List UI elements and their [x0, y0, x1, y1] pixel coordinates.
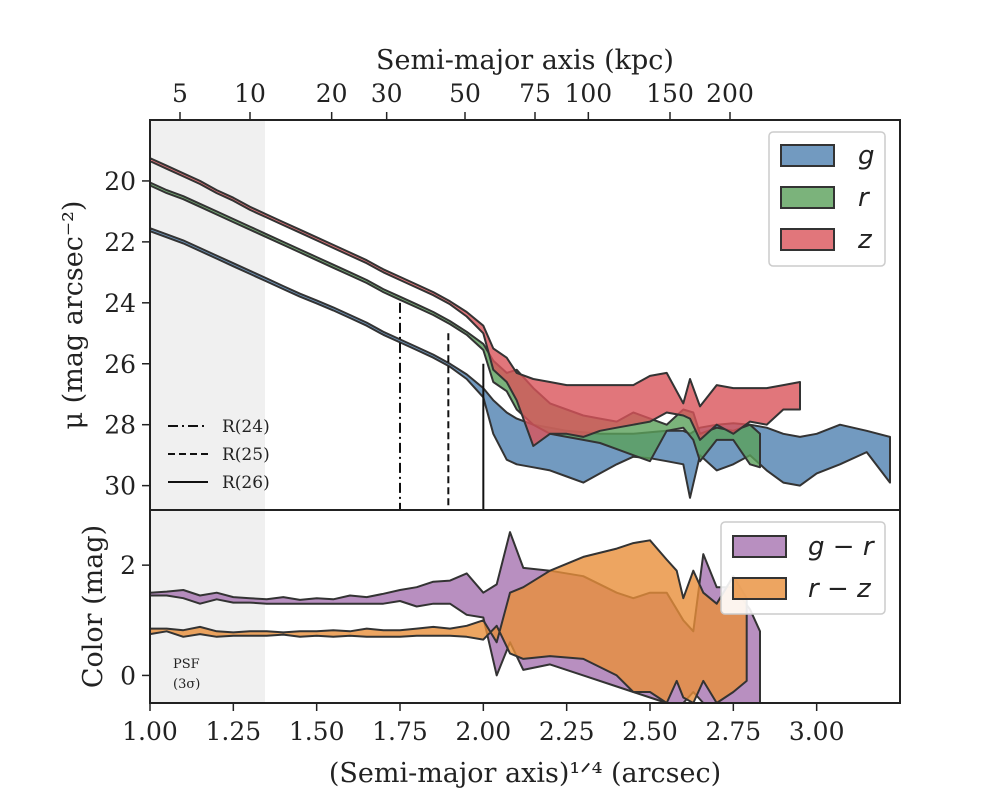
band-area-r — [149, 181, 761, 469]
bottom-y-ticks: 02 — [120, 551, 150, 690]
color-legend: g − r r − z — [720, 521, 886, 615]
y-tick-label: 2 — [120, 551, 136, 580]
legend-swatch — [780, 228, 835, 251]
radius-legend-label: R(25) — [222, 445, 270, 465]
x-tick-label: 2.00 — [455, 717, 511, 746]
y-tick-label: 26 — [104, 350, 136, 379]
x-tick-label: 3.00 — [789, 717, 845, 746]
kpc-tick-label: 75 — [519, 79, 551, 108]
kpc-tick-label: 50 — [449, 79, 481, 108]
radius-legend: R(24) R(25) R(26) — [168, 417, 270, 493]
psf-region-bottom — [150, 510, 265, 703]
legend-label: z — [857, 225, 873, 255]
kpc-tick-label: 150 — [646, 79, 694, 108]
legend-label: g − r — [808, 532, 876, 562]
top-y-ticks: 20 22 24 26 28 30 — [104, 167, 150, 501]
kpc-tick-label: 20 — [316, 79, 348, 108]
x-tick-label: 2.75 — [705, 717, 761, 746]
radius-legend-label: R(26) — [222, 473, 270, 493]
x-tick-label: 1.75 — [372, 717, 428, 746]
radius-legend-label: R(24) — [222, 417, 270, 437]
x-tick-label: 1.25 — [205, 717, 261, 746]
radius-markers — [399, 302, 485, 510]
surface-brightness-panel: 20 22 24 26 28 30 5 10 20 30 50 75 100 150 200 Semi-m… — [58, 45, 901, 511]
surface-brightness-areas — [149, 157, 891, 499]
legend-swatch — [732, 577, 787, 600]
band-area-z — [149, 157, 801, 447]
color-area-r-z — [149, 539, 748, 704]
surface-brightness-ylabel: μ (mag arcsec⁻²) — [58, 201, 89, 430]
legend-label: g — [858, 141, 875, 171]
y-tick-label: 22 — [104, 228, 136, 257]
psf-label: PSF — [173, 657, 200, 672]
legend-swatch — [732, 535, 787, 558]
legend-swatch — [780, 144, 835, 167]
bottom-panel-frame — [149, 509, 901, 704]
y-tick-label: 24 — [104, 289, 136, 318]
kpc-tick-label: 100 — [564, 79, 612, 108]
legend-swatch — [780, 186, 835, 209]
color-panel: 02 1.00 1.25 1.50 1.75 2.00 2.25 2.50 2.75 3.00 … — [78, 509, 901, 789]
legend-label: r — [858, 183, 871, 213]
psf-sigma-label: (3σ) — [173, 677, 200, 692]
x-axis-label: (Semi-major axis)¹ᐟ⁴ (arcsec) — [329, 758, 721, 789]
kpc-tick-label: 10 — [234, 79, 266, 108]
x-tick-label: 2.25 — [539, 717, 595, 746]
top-kpc-axis: 5 10 20 30 50 75 100 150 200 — [172, 79, 754, 120]
kpc-tick-label: 200 — [706, 79, 754, 108]
color-ylabel: Color (mag) — [78, 525, 109, 688]
x-tick-label: 2.50 — [622, 717, 678, 746]
kpc-tick-label: 5 — [172, 79, 188, 108]
y-tick-label: 0 — [120, 661, 136, 690]
top-axis-label: Semi-major axis (kpc) — [376, 45, 674, 76]
y-tick-label: 28 — [104, 411, 136, 440]
y-tick-label: 30 — [104, 472, 136, 501]
x-tick-label: 1.00 — [122, 717, 178, 746]
y-tick-label: 20 — [104, 167, 136, 196]
legend-label: r − z — [808, 574, 872, 604]
band-legend: grz — [768, 131, 886, 267]
bottom-x-ticks: 1.00 1.25 1.50 1.75 2.00 2.25 2.50 2.75 3.00 — [122, 703, 845, 746]
kpc-tick-label: 30 — [371, 79, 403, 108]
x-tick-label: 1.50 — [289, 717, 345, 746]
